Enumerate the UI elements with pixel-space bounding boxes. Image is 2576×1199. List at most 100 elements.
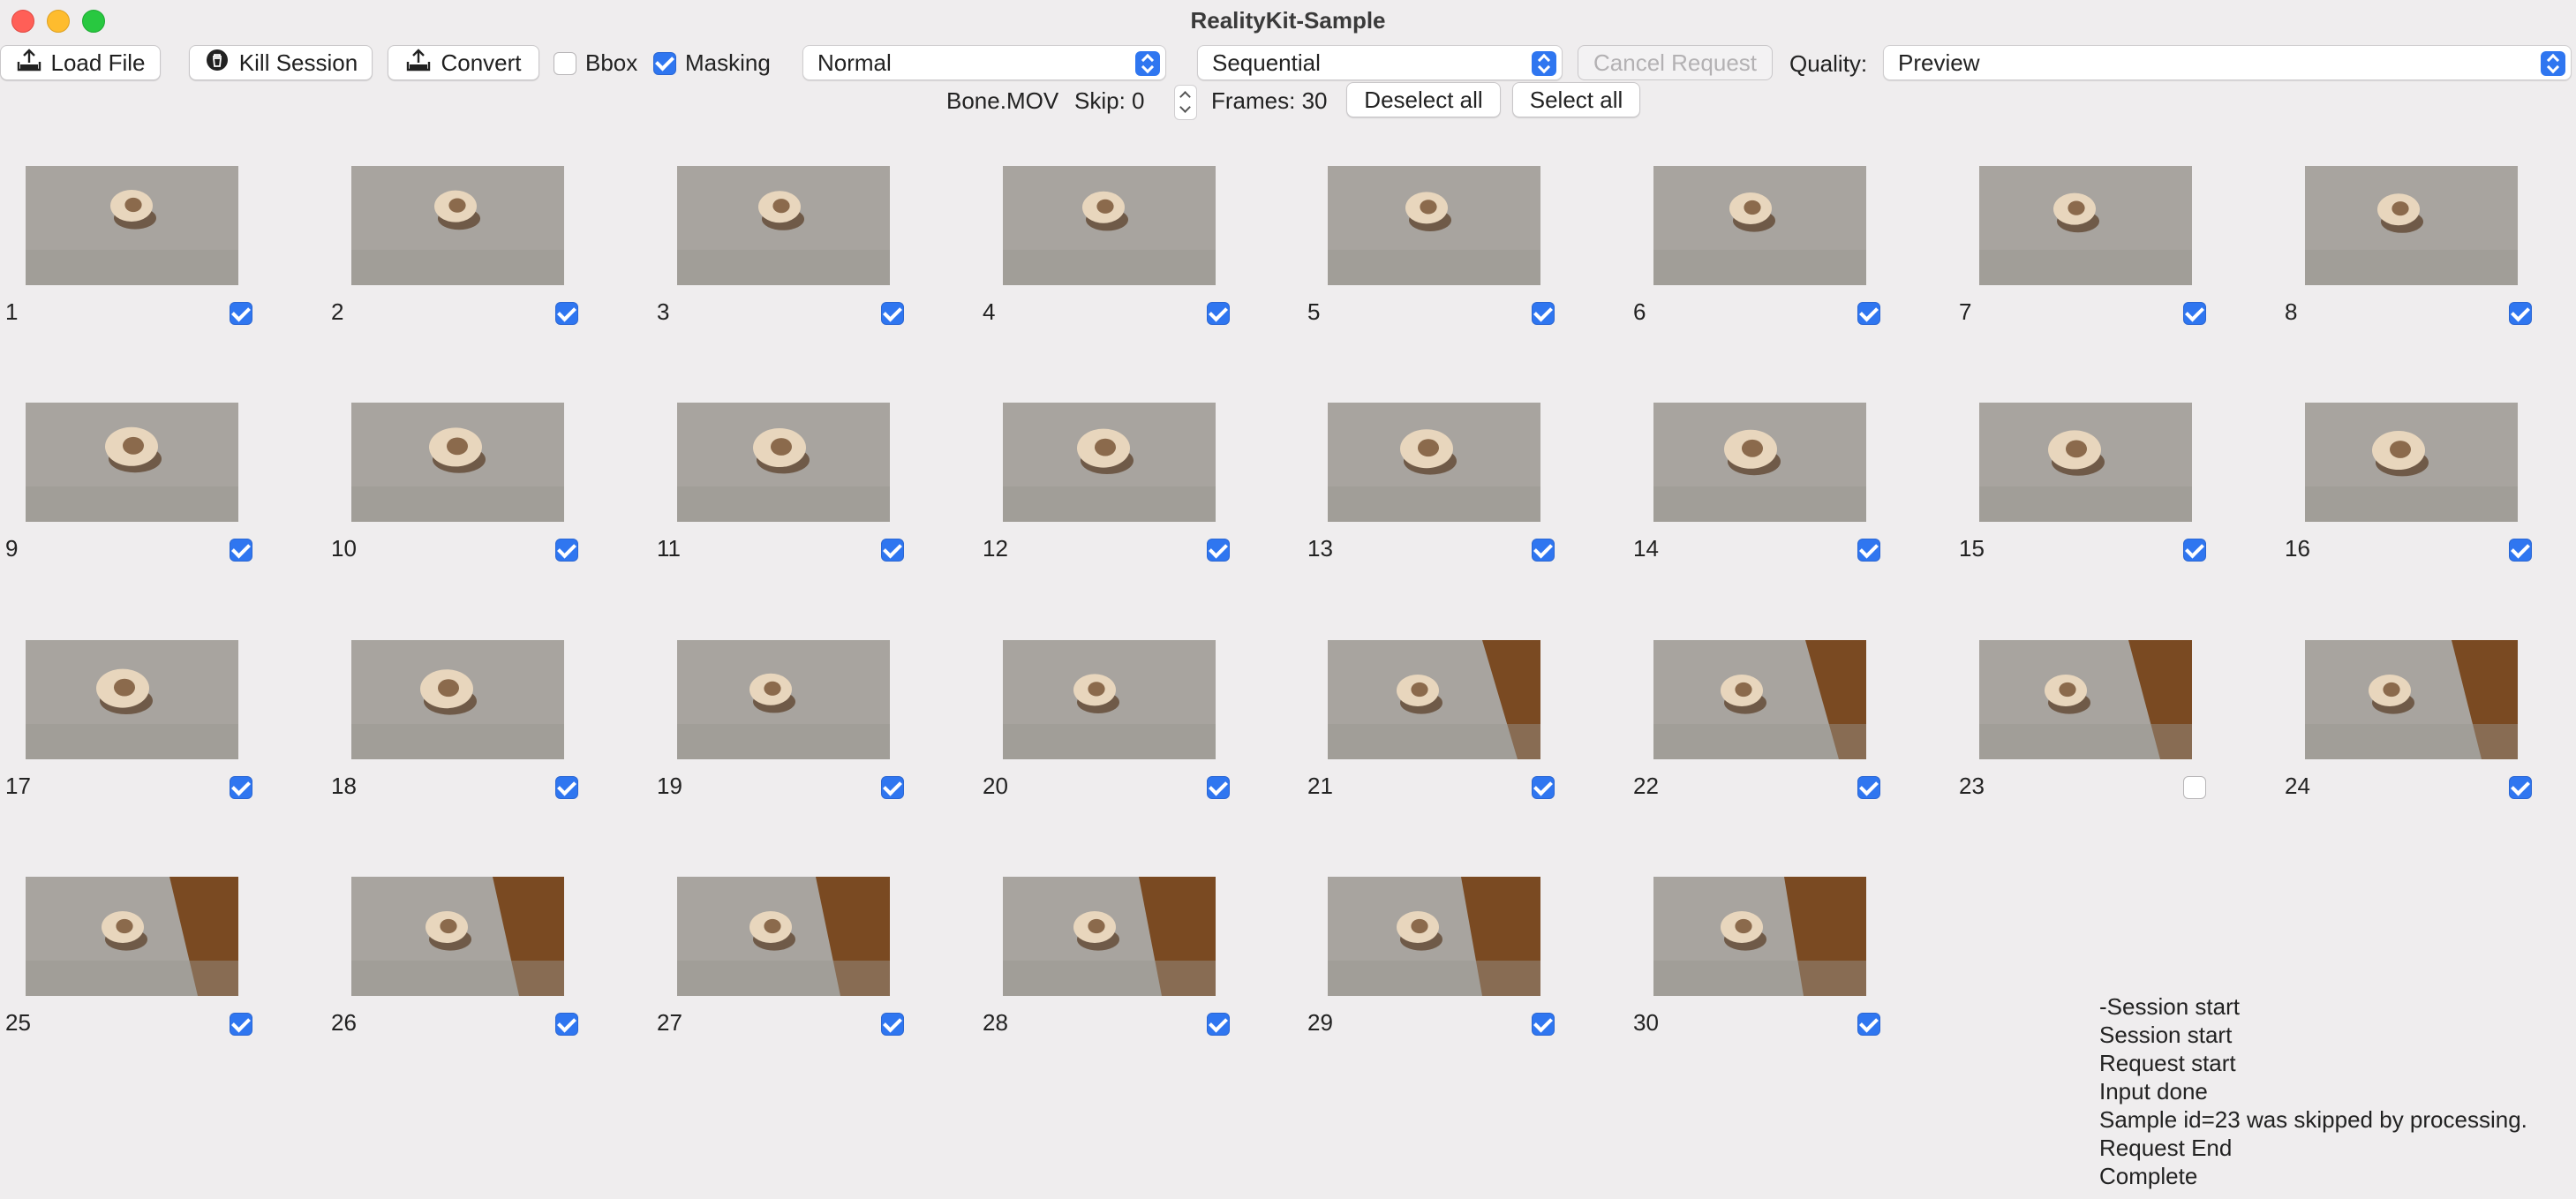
frame-number: 26: [331, 1009, 357, 1036]
frame-checkbox[interactable]: [1857, 1013, 1880, 1036]
frame-checkbox[interactable]: [1857, 776, 1880, 799]
frame-checkbox[interactable]: [555, 776, 578, 799]
frame-number: 15: [1959, 535, 1985, 562]
masking-checkbox-box[interactable]: [653, 51, 676, 75]
frame-thumbnail[interactable]: [1653, 403, 1866, 522]
frame-thumbnail[interactable]: [1003, 640, 1216, 759]
frame-thumbnail[interactable]: [1979, 166, 2192, 285]
frame-checkbox[interactable]: [555, 539, 578, 562]
frame-checkbox[interactable]: [1532, 539, 1555, 562]
frame-checkbox[interactable]: [1532, 302, 1555, 325]
frame-thumbnail[interactable]: [351, 877, 564, 996]
frame-thumbnail[interactable]: [677, 877, 890, 996]
frame-number: 5: [1307, 298, 1321, 325]
frame-item: 16: [2285, 403, 2550, 615]
title-bar: RealityKit-Sample: [0, 0, 2576, 41]
load-file-button[interactable]: Load File: [0, 45, 161, 80]
frame-checkbox[interactable]: [881, 1013, 904, 1036]
minimize-window-button[interactable]: [47, 10, 70, 33]
log-line: Sample id=23 was skipped by processing.: [2099, 1106, 2527, 1133]
frame-thumbnail[interactable]: [26, 166, 238, 285]
frame-checkbox[interactable]: [881, 302, 904, 325]
detail-level-select[interactable]: Normal: [802, 45, 1166, 80]
frame-thumbnail[interactable]: [1653, 166, 1866, 285]
bbox-checkbox-box[interactable]: [554, 51, 576, 75]
frame-checkbox[interactable]: [555, 302, 578, 325]
frame-thumbnail[interactable]: [351, 403, 564, 522]
frame-thumbnail[interactable]: [351, 166, 564, 285]
chevron-up-down-icon: [1532, 51, 1556, 76]
frame-checkbox[interactable]: [881, 539, 904, 562]
quality-select[interactable]: Preview: [1883, 45, 2572, 80]
frame-item: 5: [1307, 166, 1572, 378]
frame-checkbox[interactable]: [555, 1013, 578, 1036]
tray-upload-icon: [16, 47, 42, 79]
convert-button[interactable]: Convert: [388, 45, 539, 80]
frame-item: 25: [5, 877, 270, 1089]
frame-thumbnail[interactable]: [26, 403, 238, 522]
frame-thumbnail[interactable]: [1653, 877, 1866, 996]
frame-thumbnail[interactable]: [1328, 877, 1540, 996]
frame-thumbnail[interactable]: [1003, 877, 1216, 996]
frame-checkbox[interactable]: [1532, 776, 1555, 799]
file-name: Bone.MOV: [946, 87, 1059, 114]
frame-thumbnail[interactable]: [1328, 403, 1540, 522]
frame-item: 26: [331, 877, 596, 1089]
frame-thumbnail[interactable]: [26, 640, 238, 759]
frame-thumbnail[interactable]: [677, 640, 890, 759]
frame-checkbox[interactable]: [2509, 539, 2532, 562]
frame-checkbox[interactable]: [230, 539, 252, 562]
frame-checkbox[interactable]: [1857, 302, 1880, 325]
frame-thumbnail[interactable]: [351, 640, 564, 759]
frame-checkbox[interactable]: [1207, 776, 1230, 799]
frame-checkbox[interactable]: [1207, 302, 1230, 325]
frame-checkbox[interactable]: [1532, 1013, 1555, 1036]
convert-label: Convert: [441, 49, 522, 76]
frame-checkbox[interactable]: [1857, 539, 1880, 562]
frame-thumbnail[interactable]: [2305, 640, 2518, 759]
frame-thumbnail[interactable]: [26, 877, 238, 996]
frame-checkbox[interactable]: [2509, 302, 2532, 325]
frame-number: 14: [1633, 535, 1659, 562]
frame-thumbnail[interactable]: [1979, 403, 2192, 522]
frame-checkbox[interactable]: [230, 302, 252, 325]
frame-thumbnail[interactable]: [1653, 640, 1866, 759]
frame-thumbnail[interactable]: [1003, 166, 1216, 285]
frame-thumbnail[interactable]: [1328, 166, 1540, 285]
frame-thumbnail[interactable]: [677, 403, 890, 522]
frame-checkbox[interactable]: [2509, 776, 2532, 799]
skip-stepper[interactable]: [1174, 85, 1197, 120]
frame-checkbox[interactable]: [881, 776, 904, 799]
frame-item: 28: [983, 877, 1247, 1089]
deselect-all-button[interactable]: Deselect all: [1346, 82, 1501, 117]
frame-checkbox[interactable]: [2183, 539, 2206, 562]
masking-checkbox[interactable]: Masking: [653, 49, 771, 77]
frame-item: 2: [331, 166, 596, 378]
select-all-button[interactable]: Select all: [1512, 82, 1640, 117]
frame-item: 11: [657, 403, 922, 615]
frame-checkbox[interactable]: [2183, 302, 2206, 325]
frame-thumbnail[interactable]: [1003, 403, 1216, 522]
frame-thumbnail[interactable]: [1979, 640, 2192, 759]
frame-item: 22: [1633, 640, 1898, 852]
frame-thumbnail[interactable]: [2305, 403, 2518, 522]
kill-session-button[interactable]: Kill Session: [189, 45, 373, 80]
frame-checkbox[interactable]: [230, 1013, 252, 1036]
bbox-checkbox[interactable]: Bbox: [554, 49, 637, 77]
select-all-label: Select all: [1529, 86, 1623, 113]
cancel-request-button[interactable]: Cancel Request: [1578, 45, 1773, 80]
frame-thumbnail[interactable]: [677, 166, 890, 285]
frame-checkbox[interactable]: [230, 776, 252, 799]
frame-checkbox[interactable]: [2183, 776, 2206, 799]
maximize-window-button[interactable]: [82, 10, 105, 33]
status-log: -Session start Session start Request start…: [2099, 992, 2527, 1190]
log-line: Complete: [2099, 1163, 2198, 1189]
sample-ordering-select[interactable]: Sequential: [1197, 45, 1563, 80]
close-window-button[interactable]: [11, 10, 34, 33]
frame-checkbox[interactable]: [1207, 539, 1230, 562]
frame-thumbnail[interactable]: [1328, 640, 1540, 759]
log-line: -Session start: [2099, 993, 2240, 1020]
frame-checkbox[interactable]: [1207, 1013, 1230, 1036]
frame-thumbnail[interactable]: [2305, 166, 2518, 285]
